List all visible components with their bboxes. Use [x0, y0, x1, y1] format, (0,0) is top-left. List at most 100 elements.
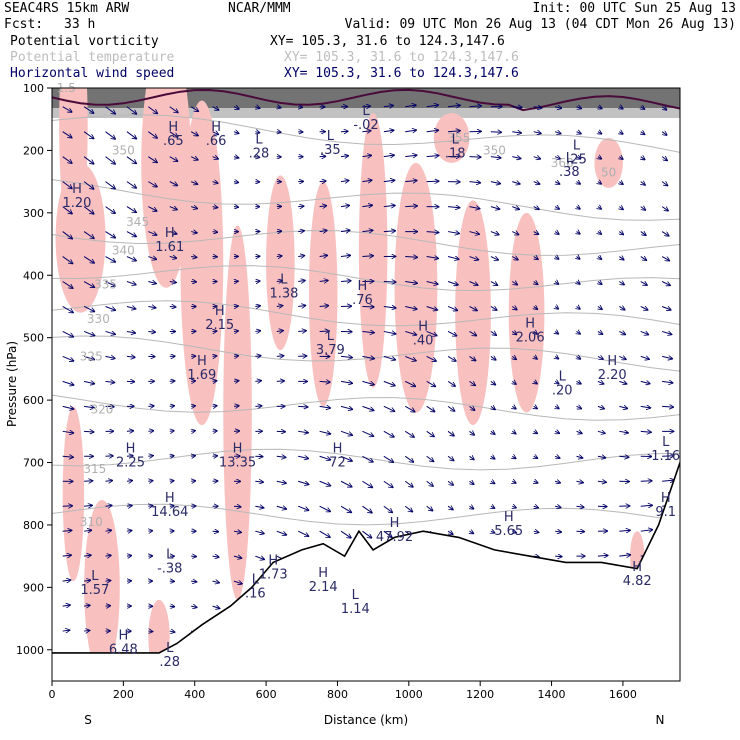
wind-vector [661, 182, 667, 186]
wind-vector [62, 355, 74, 360]
theta-isentrope [52, 300, 680, 327]
wind-vector [512, 531, 516, 532]
wind-vector [533, 207, 539, 210]
wind-vector [105, 231, 116, 238]
wind-vector [319, 480, 331, 485]
wind-vector [169, 257, 177, 259]
wind-vector [62, 231, 72, 239]
wind-vector [298, 281, 305, 282]
wind-vector [491, 506, 495, 508]
y-axis-label: Pressure (hPa) [5, 341, 19, 427]
wind-vector [213, 406, 217, 407]
wind-vector [213, 381, 217, 382]
field-theta-name: Potential temperature [10, 50, 175, 65]
wind-vector [190, 182, 197, 185]
wind-vector [448, 207, 459, 208]
wind-vector [490, 182, 500, 184]
wind-vector [383, 130, 394, 131]
wind-vector [126, 106, 136, 114]
wind-vector [404, 430, 414, 437]
pv-shaded-region [266, 175, 295, 351]
wind-vector [362, 155, 371, 156]
y-tick-label: 600 [23, 394, 44, 407]
wind-vector [62, 605, 70, 606]
wind-vector [640, 207, 646, 210]
wind-vector [641, 132, 645, 135]
wind-vector [83, 231, 94, 239]
field-theta-xy: XY= 105.3, 31.6 to 124.3,147.6 [284, 50, 519, 65]
wind-vector [533, 132, 541, 134]
wind-vector [62, 380, 74, 385]
wind-vector [84, 406, 94, 407]
extremum-value-label: .65 [163, 134, 184, 149]
wind-vector [577, 282, 580, 284]
wind-vector [148, 106, 157, 114]
wind-vector [619, 406, 627, 408]
wind-vector [619, 456, 628, 457]
wind-vector [105, 481, 113, 482]
wind-vector [597, 356, 603, 359]
wind-vector [555, 232, 559, 235]
wind-vector [362, 405, 373, 410]
wind-vector [62, 555, 71, 556]
wind-vector [83, 306, 94, 311]
wind-vector [598, 207, 601, 209]
wind-vector [84, 555, 91, 556]
wind-vector [233, 506, 241, 507]
wind-vector [447, 380, 455, 386]
wind-vector [169, 106, 178, 113]
stratospheric-pv-band [52, 88, 680, 108]
wind-vector [83, 281, 94, 288]
wind-vector [62, 306, 73, 312]
wind-vector [277, 132, 281, 133]
wind-vector [255, 306, 260, 307]
extremum-type-label: H [211, 120, 221, 135]
theta-label: 320 [91, 402, 114, 416]
wind-vector [276, 281, 282, 282]
wind-vector [126, 131, 136, 139]
wind-vector [598, 331, 603, 334]
wind-vector [191, 232, 197, 233]
wind-vector [213, 431, 217, 432]
wind-vector [319, 181, 326, 182]
wind-vector [405, 380, 415, 386]
wind-vector [105, 505, 112, 506]
wind-vector [62, 431, 74, 433]
wind-vector [534, 481, 538, 483]
extremum-value-label: 1.20 [63, 196, 92, 211]
wind-vector [234, 356, 238, 357]
extremum-type-label: H [607, 354, 617, 369]
wind-vector [534, 456, 538, 458]
wind-vector [383, 331, 396, 333]
wind-vector [62, 330, 74, 336]
wind-vector [148, 131, 157, 138]
header-init: Init: 00 UTC Sun 25 Aug 13 [532, 1, 737, 16]
pv-contour-tropopause [52, 88, 680, 112]
wind-vector [640, 331, 649, 334]
wind-vector [662, 480, 674, 481]
wind-vector [640, 406, 651, 408]
y-tick-label: 500 [23, 332, 44, 345]
theta-label: 345 [126, 215, 149, 229]
extremum-value-label: .20 [552, 384, 573, 399]
wind-vector [190, 106, 198, 112]
extremum-value-label: .16 [245, 586, 266, 601]
wind-vector [597, 381, 604, 384]
wind-vector [148, 206, 156, 211]
wind-vector [105, 181, 116, 189]
wind-vector [641, 157, 645, 160]
wind-vector [619, 431, 628, 433]
wind-vector [126, 506, 132, 507]
wind-vector [577, 157, 581, 159]
extremum-type-label: H [215, 304, 225, 319]
wind-vector [598, 157, 601, 159]
wind-vector [170, 481, 174, 482]
wind-vector [276, 256, 282, 257]
wind-vector [148, 506, 152, 507]
wind-vector [191, 207, 197, 209]
wind-vector [640, 257, 647, 261]
wind-vector [362, 356, 374, 358]
extremum-value-label: 1.69 [187, 368, 216, 383]
wind-vector [577, 381, 581, 383]
wind-vector [640, 282, 647, 286]
